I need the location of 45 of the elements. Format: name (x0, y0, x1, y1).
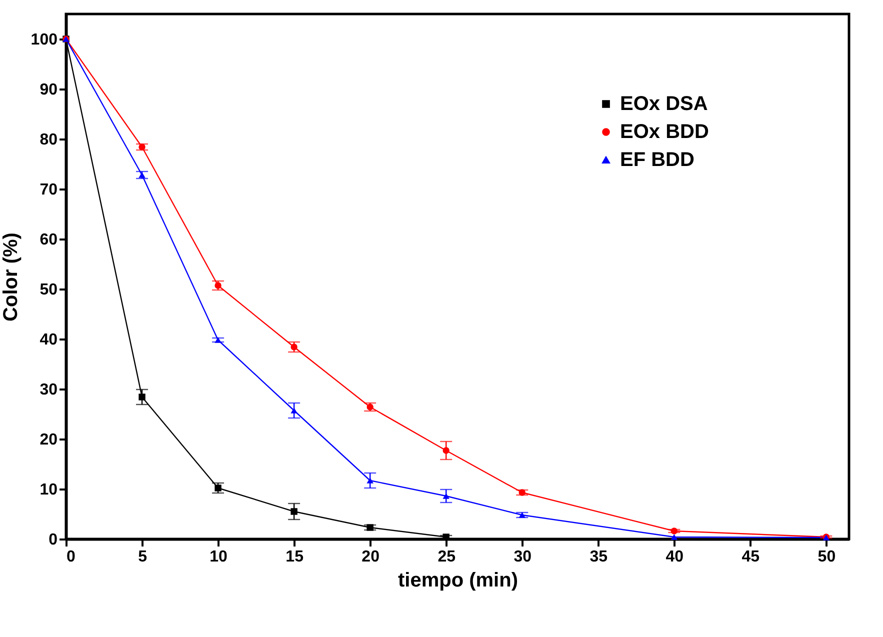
x-tick-label: 50 (818, 548, 836, 566)
point (442, 447, 450, 454)
y-tick-label: 90 (40, 82, 58, 98)
y-tick-label: 50 (40, 282, 58, 298)
point (214, 337, 222, 343)
x-tick-label: 20 (362, 548, 380, 566)
x-tick-label: 40 (666, 548, 684, 566)
y-tick-label: 40 (40, 332, 58, 348)
y-tick-label: 30 (40, 382, 58, 398)
x-tick-label: 30 (514, 548, 532, 566)
point (670, 528, 678, 534)
point (518, 489, 526, 496)
point (366, 478, 374, 484)
point (138, 172, 146, 178)
point (518, 512, 526, 518)
point (366, 404, 374, 410)
x-tick-label: 25 (438, 548, 456, 566)
y-axis-title: Color (%) (0, 232, 22, 322)
x-tick-label: 5 (138, 548, 148, 566)
y-tick-label: 100 (30, 32, 58, 48)
point (290, 508, 298, 515)
point (138, 394, 146, 400)
legend-label: EOx BDD (620, 121, 709, 143)
point (214, 282, 222, 289)
legend-label: EF BDD (620, 149, 694, 171)
legend-label: EOx DSA (620, 93, 708, 115)
y-tick-label: 60 (40, 232, 58, 248)
y-tick-label: 20 (40, 432, 58, 448)
y-tick-label: 10 (40, 482, 58, 498)
x-tick-label: 0 (66, 548, 76, 566)
y-tick-label: 80 (40, 132, 58, 148)
point (670, 534, 678, 540)
x-axis-title: tiempo (min) (398, 570, 518, 592)
point (138, 144, 146, 150)
point (214, 484, 222, 492)
y-tick-label: 70 (40, 182, 58, 198)
x-tick-label: 10 (210, 548, 228, 566)
point (366, 524, 374, 531)
x-tick-label: 35 (590, 548, 608, 566)
y-tick-label: 0 (48, 532, 58, 548)
point (290, 344, 298, 350)
x-tick-label: 15 (286, 548, 304, 566)
x-tick-label: 45 (742, 548, 760, 566)
point (442, 493, 450, 499)
point (290, 408, 298, 414)
